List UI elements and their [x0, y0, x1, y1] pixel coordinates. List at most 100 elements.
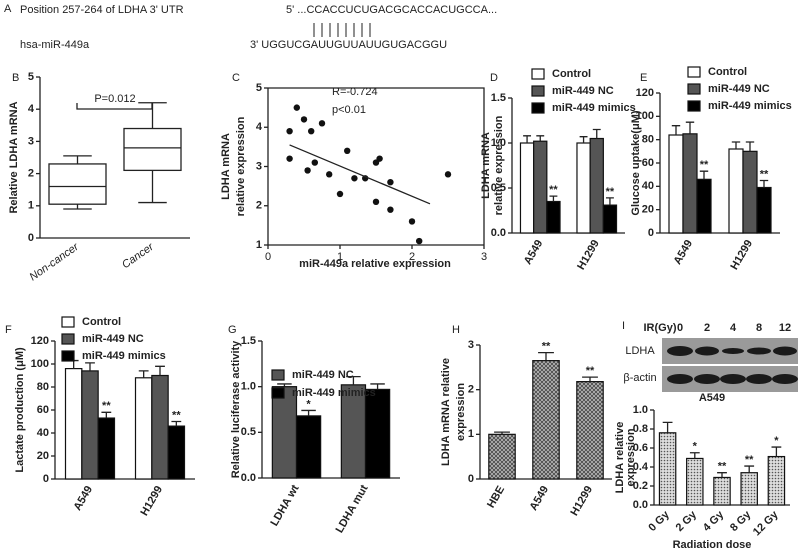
y-tick-label: 1.0	[633, 404, 648, 416]
panel-label: H	[452, 324, 460, 336]
y-tick-label: 0	[28, 232, 34, 244]
bar	[686, 457, 704, 506]
legend-label: miR-449 mimics	[292, 387, 376, 399]
bar	[658, 432, 677, 506]
x-tick-label: HBE	[485, 484, 507, 510]
bar	[532, 360, 560, 480]
x-tick-label: LDHA mut	[334, 483, 371, 536]
bar	[682, 133, 698, 234]
x-tick-label: Non-cancer	[27, 240, 82, 283]
y-axis-label: LDHA mRNA	[480, 132, 492, 199]
legend-swatch	[61, 350, 75, 362]
bar	[488, 433, 516, 480]
error-bar	[662, 421, 673, 433]
y-tick-label: 5	[28, 71, 34, 83]
legend-swatch	[687, 66, 701, 78]
point	[387, 179, 394, 186]
whisker	[138, 102, 167, 129]
utr-sequence: 5' ...CCACCUCUGACGCACCACUGCCA...	[286, 4, 497, 16]
mirna-sequence: 3' UGGUCGAUUGUUAUUGUGACGGU	[250, 39, 447, 51]
bar	[589, 137, 604, 234]
western-blot: I IR(Gy) 0 2 4 8 12 LDHA β-actin	[622, 320, 798, 392]
significance: **	[549, 184, 558, 196]
error-bar	[68, 359, 79, 369]
error-bar	[745, 141, 755, 152]
error-bar	[155, 365, 165, 376]
error-bar	[523, 135, 532, 143]
annotation: p<0.01	[332, 104, 366, 116]
x-tick-label: 4 Gy	[701, 508, 727, 534]
x-tick-label: A549	[672, 238, 696, 267]
bar	[742, 150, 758, 234]
point	[344, 147, 351, 154]
y-tick-label: 60	[642, 157, 654, 169]
point	[318, 120, 326, 127]
blot-header: IR(Gy)	[644, 322, 677, 334]
error-bar	[592, 128, 601, 139]
error-bar	[771, 446, 782, 457]
panel-label: E	[640, 72, 647, 84]
legend-swatch	[61, 316, 75, 328]
utr-label: Position 257-264 of LDHA 3' UTR	[20, 4, 184, 16]
x-axis-label: Radiation dose	[673, 539, 752, 551]
significance: **	[760, 168, 769, 180]
mirna-name: hsa-miR-449a	[20, 39, 90, 51]
plot-frame	[268, 87, 485, 245]
legend-label: miR-449 NC	[292, 369, 354, 381]
bar	[533, 140, 548, 234]
point	[311, 159, 318, 166]
y-tick-label: 120	[31, 335, 49, 347]
significance: *	[306, 398, 311, 410]
y-axis-label: relative expression	[493, 115, 505, 215]
y-tick-label: 100	[636, 110, 654, 122]
legend-label: miR-449 mimics	[552, 102, 636, 114]
panel-label: D	[490, 72, 498, 84]
sequence-panel: A Position 257-264 of LDHA 3' UTR 5' ...…	[4, 3, 497, 51]
whisker	[63, 204, 92, 210]
point	[351, 175, 358, 182]
error-bar	[699, 170, 709, 180]
legend-label: miR-449 mimics	[82, 350, 166, 362]
legend-swatch	[61, 333, 75, 345]
y-tick-label: 0	[468, 473, 474, 485]
y-tick-label: 20	[37, 450, 49, 462]
error-bar	[717, 472, 727, 478]
error-bar	[605, 197, 614, 206]
x-tick-label: A549	[528, 484, 552, 513]
error-bar	[301, 409, 316, 416]
error-bar	[685, 121, 695, 134]
panel-label: B	[12, 72, 19, 84]
x-tick-label: Cancer	[120, 240, 157, 271]
significance: *	[774, 435, 779, 447]
base-pairing	[313, 23, 371, 37]
y-axis-label: LDHA mRNA relative	[440, 358, 452, 466]
error-bar	[101, 411, 112, 419]
dose-label: 4	[730, 322, 737, 334]
x-tick-label: 12 Gy	[751, 508, 781, 538]
y-tick-label: 1.0	[491, 137, 506, 149]
blot-bands	[667, 346, 798, 384]
error-bar	[85, 362, 95, 371]
y-tick-label: 3	[28, 135, 34, 147]
x-tick-label: A549	[522, 238, 546, 267]
dose-label: 0	[677, 322, 683, 334]
dose-label: 8	[756, 322, 762, 334]
panel-label: F	[5, 324, 12, 336]
bar	[151, 374, 169, 480]
significance: **	[745, 454, 754, 466]
bar	[767, 455, 786, 506]
legend-label: Control	[708, 66, 747, 78]
x-tick-label: H1299	[139, 484, 166, 518]
dose-label: 2	[704, 322, 710, 334]
trendline	[289, 144, 431, 205]
y-tick-label: 1	[468, 428, 474, 440]
y-tick-label: 4	[28, 103, 35, 115]
bar	[134, 377, 153, 480]
whisker	[138, 170, 167, 204]
point	[416, 237, 423, 245]
point	[293, 104, 300, 111]
panel-label: I	[622, 320, 625, 332]
bar	[728, 148, 744, 234]
y-tick-label: 1.5	[491, 92, 506, 104]
y-tick-label: 0.4	[633, 461, 649, 473]
